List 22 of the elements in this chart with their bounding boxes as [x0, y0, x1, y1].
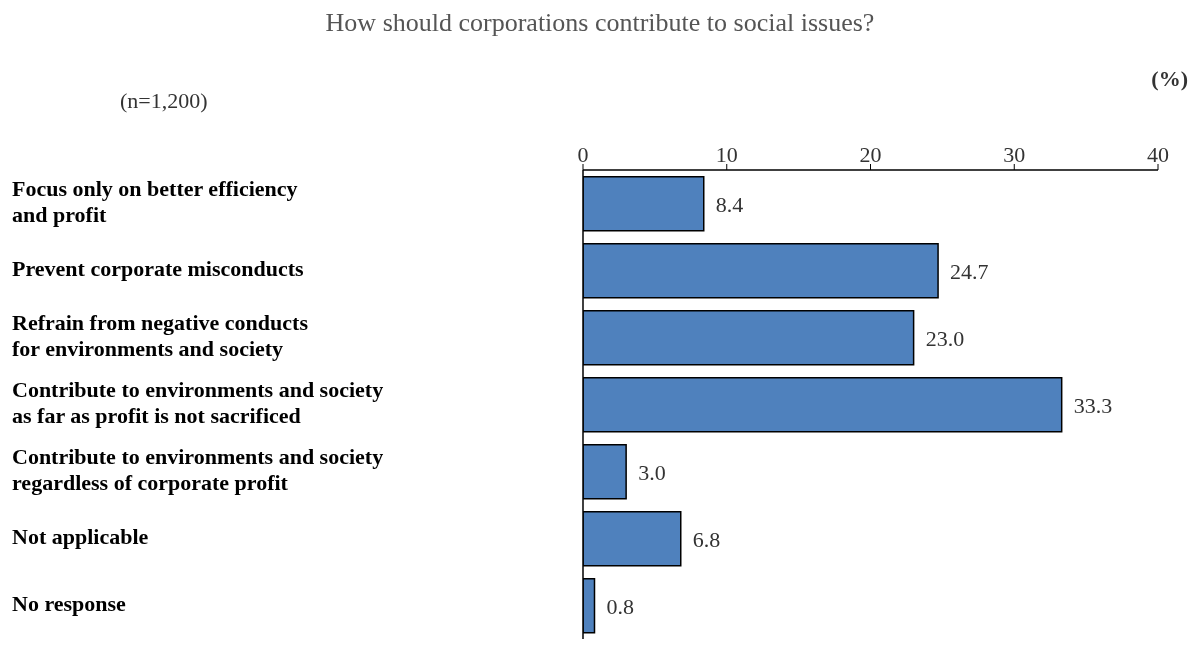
text: (n=1,200) [120, 88, 208, 114]
x2-tick-label: 10 [715, 142, 738, 167]
data-label: 23.0 [925, 325, 965, 351]
chart-title: How should corporations contribute to social issues? [324, 8, 876, 38]
y-tick-label: Focus only on better efficiency and profit [12, 175, 298, 227]
x-axis-title: (%) [1151, 66, 1188, 92]
data-label: 33.3 [1073, 392, 1113, 418]
data-label: 0.8 [606, 593, 634, 619]
y-tick-label: No response [12, 590, 127, 616]
data-label: 6.8 [692, 526, 721, 552]
x2-tick-label: 30 [1003, 142, 1026, 167]
y-tick-label: Contribute to environments and society regardless of corporate profit [12, 443, 384, 495]
x2-tick-label: 20 [859, 142, 882, 167]
y-tick-label: Contribute to environments and society as far as profit is not sacrificed [12, 376, 384, 428]
data-label: 24.7 [950, 258, 989, 284]
y-tick-label: Refrain from negative conducts for environments and society [12, 309, 309, 361]
data-label: 8.4 [715, 191, 744, 217]
x2-tick-label: 40 [1147, 142, 1169, 167]
y-tick-label: Not applicable [12, 523, 149, 549]
data-label: 3.0 [638, 459, 666, 485]
x2-tick-label: 0 [577, 142, 589, 167]
y-tick-label: Prevent corporate misconducts [12, 255, 305, 281]
